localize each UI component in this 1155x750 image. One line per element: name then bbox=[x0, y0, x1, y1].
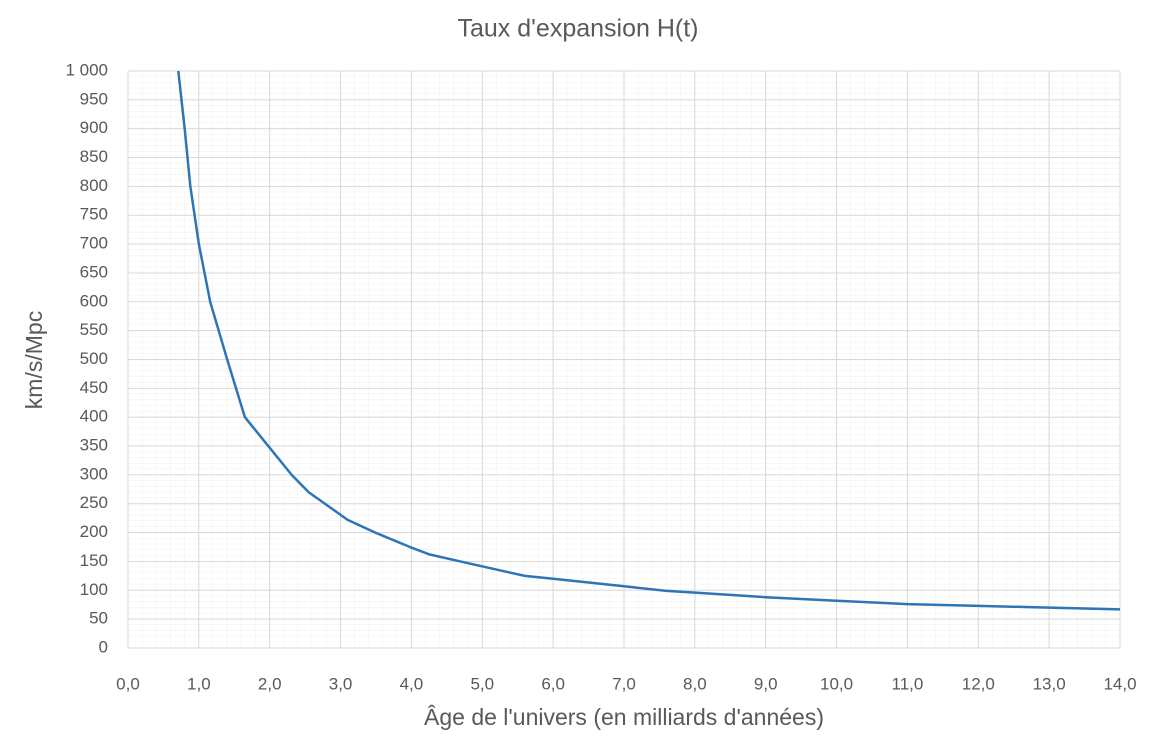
chart-title: Taux d'expansion H(t) bbox=[457, 15, 698, 43]
y-tick-label: 550 bbox=[80, 320, 108, 339]
x-tick-label: 12,0 bbox=[962, 674, 995, 693]
x-tick-label: 2,0 bbox=[258, 674, 282, 693]
x-tick-label: 4,0 bbox=[400, 674, 424, 693]
y-tick-label: 450 bbox=[80, 378, 108, 397]
y-tick-label: 150 bbox=[80, 551, 108, 570]
y-tick-label: 600 bbox=[80, 291, 108, 310]
y-tick-label: 50 bbox=[89, 609, 108, 628]
y-tick-label: 350 bbox=[80, 436, 108, 455]
y-tick-label: 0 bbox=[99, 637, 108, 656]
x-axis-label: Âge de l'univers (en milliards d'années) bbox=[424, 704, 824, 730]
y-tick-label: 750 bbox=[80, 205, 108, 224]
y-tick-label: 400 bbox=[80, 407, 108, 426]
y-tick-label: 650 bbox=[80, 262, 108, 281]
x-tick-label: 14,0 bbox=[1103, 674, 1136, 693]
x-tick-label: 9,0 bbox=[754, 674, 778, 693]
x-tick-label: 0,0 bbox=[116, 674, 140, 693]
y-tick-label: 800 bbox=[80, 176, 108, 195]
x-tick-label: 13,0 bbox=[1033, 674, 1066, 693]
y-tick-label: 900 bbox=[80, 118, 108, 137]
x-tick-label: 5,0 bbox=[470, 674, 494, 693]
y-tick-label: 700 bbox=[80, 234, 108, 253]
x-tick-label: 3,0 bbox=[329, 674, 353, 693]
data-line bbox=[177, 70, 1121, 611]
y-tick-label: 250 bbox=[80, 493, 108, 512]
y-axis-label: km/s/Mpc bbox=[21, 311, 47, 409]
x-tick-label: 10,0 bbox=[820, 674, 853, 693]
y-tick-label: 500 bbox=[80, 349, 108, 368]
y-tick-label: 100 bbox=[80, 580, 108, 599]
x-tick-label: 6,0 bbox=[541, 674, 565, 693]
x-tick-label: 1,0 bbox=[187, 674, 211, 693]
y-tick-label: 950 bbox=[80, 89, 108, 108]
x-tick-label: 8,0 bbox=[683, 674, 707, 693]
y-tick-label: 850 bbox=[80, 147, 108, 166]
x-tick-label: 7,0 bbox=[612, 674, 636, 693]
y-tick-label: 300 bbox=[80, 464, 108, 483]
x-tick-label: 11,0 bbox=[892, 674, 924, 693]
y-tick-label: 1 000 bbox=[65, 60, 108, 79]
y-tick-label: 200 bbox=[80, 522, 108, 541]
